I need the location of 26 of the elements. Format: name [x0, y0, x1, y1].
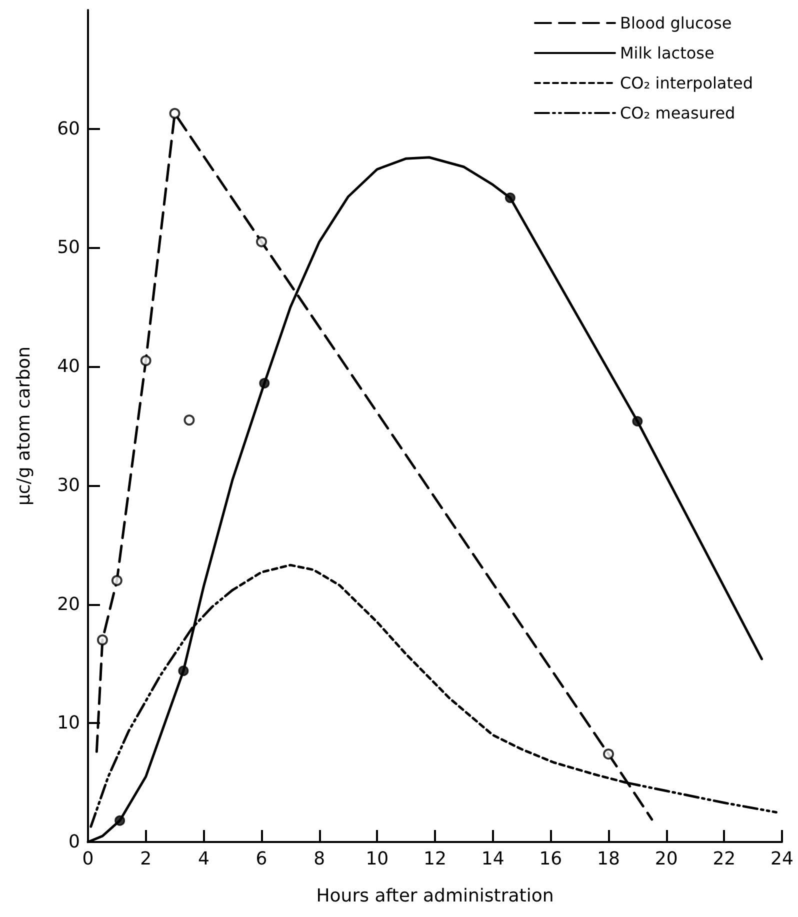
x-tick-label: 12 — [424, 848, 446, 870]
x-tick-label: 24 — [770, 848, 794, 870]
y-tick-label: 30 — [57, 474, 80, 496]
x-axis-title: Hours after administration — [316, 886, 554, 906]
x-tick-label: 8 — [314, 848, 326, 870]
legend-label: CO₂ interpolated — [620, 74, 753, 92]
x-tick-label: 2 — [140, 848, 152, 870]
y-tick-label: 40 — [57, 356, 80, 378]
legend-label: Blood glucose — [620, 14, 732, 32]
y-tick-label: 0 — [68, 832, 80, 852]
x-tick-label: 20 — [654, 848, 678, 870]
x-tick-label: 4 — [198, 848, 210, 870]
x-tick-label: 6 — [256, 848, 268, 870]
y-axis-title: μc/g atom carbon — [14, 346, 34, 506]
x-tick-label: 10 — [366, 848, 389, 870]
x-tick-label: 22 — [712, 848, 736, 870]
y-tick-label: 60 — [57, 118, 80, 140]
x-tick-label: 14 — [481, 848, 504, 870]
x-tick-label: 18 — [597, 848, 620, 870]
x-tick-label: 16 — [539, 848, 562, 870]
y-tick-label: 10 — [57, 712, 80, 734]
legend-label: CO₂ measured — [620, 104, 736, 122]
y-tick-label: 20 — [57, 594, 80, 615]
x-tick-label: 0 — [82, 848, 94, 870]
y-tick-label: 50 — [57, 237, 80, 258]
legend-label: Milk lactose — [620, 44, 714, 62]
